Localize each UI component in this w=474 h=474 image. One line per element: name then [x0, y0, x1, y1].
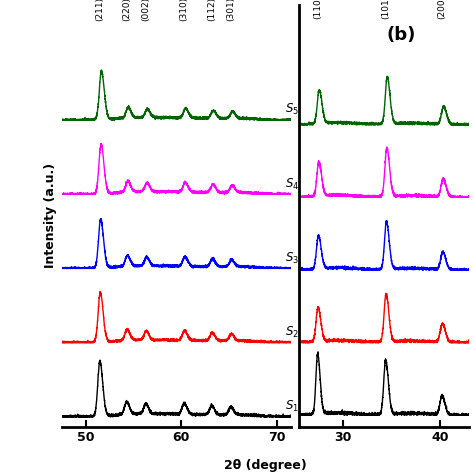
Text: (310): (310) — [180, 0, 189, 21]
Text: (101): (101) — [381, 0, 390, 18]
Y-axis label: Intensity (a.u.): Intensity (a.u.) — [45, 163, 57, 268]
Text: $S_{3}$: $S_{3}$ — [284, 251, 299, 265]
Text: $S_{4}$: $S_{4}$ — [284, 176, 299, 191]
Text: (200): (200) — [438, 0, 447, 18]
Text: (211): (211) — [95, 0, 104, 21]
Text: (220): (220) — [122, 0, 131, 21]
Text: (002): (002) — [141, 0, 150, 21]
Text: 2θ (degree): 2θ (degree) — [224, 459, 307, 472]
Text: (b): (b) — [387, 26, 416, 44]
Text: (301): (301) — [227, 0, 236, 21]
Text: $S_{1}$: $S_{1}$ — [284, 399, 299, 414]
Text: (110): (110) — [313, 0, 322, 18]
Text: (112): (112) — [207, 0, 216, 21]
Text: $S_{5}$: $S_{5}$ — [284, 102, 299, 118]
Text: $S_{2}$: $S_{2}$ — [284, 325, 299, 340]
